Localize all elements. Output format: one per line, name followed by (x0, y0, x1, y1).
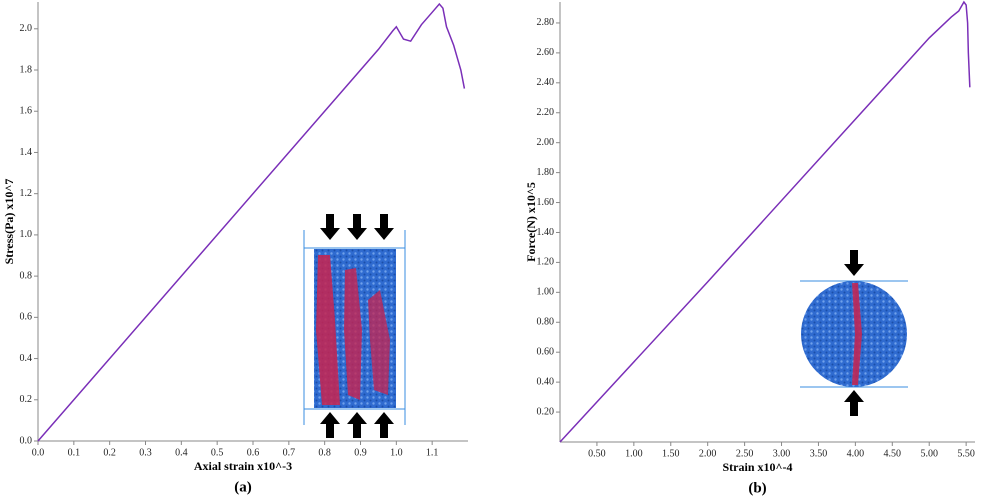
x-tick-label: 0.8 (318, 447, 331, 458)
x-tick-label: 2.50 (736, 448, 754, 459)
y-tick-label: 2.40 (537, 77, 555, 88)
y-tick-label: 0.40 (537, 376, 555, 387)
x-tick-label: 0.9 (354, 447, 367, 458)
y-tick-label: 1.6 (20, 106, 33, 117)
x-tick-label: 0.3 (139, 447, 152, 458)
x-tick-label: 0.4 (175, 447, 188, 458)
y-tick-label: 0.80 (537, 317, 555, 328)
x-tick-label: 0.50 (588, 448, 606, 459)
x-tick-label: 0.5 (211, 447, 224, 458)
y-tick-label: 2.00 (537, 137, 555, 148)
x-tick-label: 2.00 (699, 448, 717, 459)
x-tick-label: 3.00 (773, 448, 791, 459)
x-tick-label: 1.1 (426, 447, 439, 458)
y-tick-label: 1.8 (20, 64, 33, 75)
y-tick-label: 1.80 (537, 167, 555, 178)
x-tick-label: 4.00 (847, 448, 865, 459)
y-tick-label: 0.20 (537, 406, 555, 417)
x-tick-label: 3.50 (810, 448, 828, 459)
y-tick-label: 0.60 (537, 347, 555, 358)
y-tick-label: 1.20 (537, 257, 555, 268)
y-tick-label: 1.40 (537, 227, 555, 238)
x-tick-label: 0.0 (32, 447, 45, 458)
x-axis-label: Axial strain x10^-3 (194, 459, 292, 473)
x-tick-label: 5.00 (920, 448, 938, 459)
y-tick-label: 0.0 (20, 435, 33, 446)
y-tick-label: 1.00 (537, 287, 555, 298)
inset-specimen-b (800, 250, 908, 416)
y-axis-label: Stress(Pa) x10^7 (2, 179, 16, 265)
y-tick-label: 0.8 (20, 270, 33, 281)
y-tick-label: 2.0 (20, 23, 33, 34)
data-line (559, 0, 971, 443)
y-tick-label: 1.60 (537, 197, 555, 208)
y-tick-label: 1.2 (20, 188, 33, 199)
data-line (37, 2, 466, 442)
x-tick-label: 0.6 (247, 447, 260, 458)
x-tick-label: 1.50 (662, 448, 680, 459)
y-tick-label: 2.80 (537, 17, 555, 28)
x-tick-label: 1.0 (390, 447, 403, 458)
x-tick-label: 0.1 (68, 447, 81, 458)
y-tick-label: 0.4 (20, 353, 33, 364)
y-tick-label: 2.20 (537, 107, 555, 118)
x-axis-label: Strain x10^-4 (723, 460, 793, 474)
inset-specimen-a (303, 214, 406, 438)
x-tick-label: 0.7 (283, 447, 296, 458)
x-tick-label: 5.50 (957, 448, 975, 459)
y-tick-label: 1.4 (20, 147, 33, 158)
x-tick-label: 4.50 (884, 448, 902, 459)
x-tick-label: 1.00 (625, 448, 643, 459)
y-tick-label: 0.2 (20, 394, 33, 405)
caption: (a) (234, 479, 252, 495)
caption: (b) (748, 480, 766, 496)
y-axis-label: Force(N) x10^5 (524, 182, 538, 262)
x-tick-label: 0.2 (103, 447, 116, 458)
y-tick-label: 2.60 (537, 47, 555, 58)
y-tick-label: 1.0 (20, 229, 33, 240)
y-tick-label: 0.6 (20, 312, 33, 323)
